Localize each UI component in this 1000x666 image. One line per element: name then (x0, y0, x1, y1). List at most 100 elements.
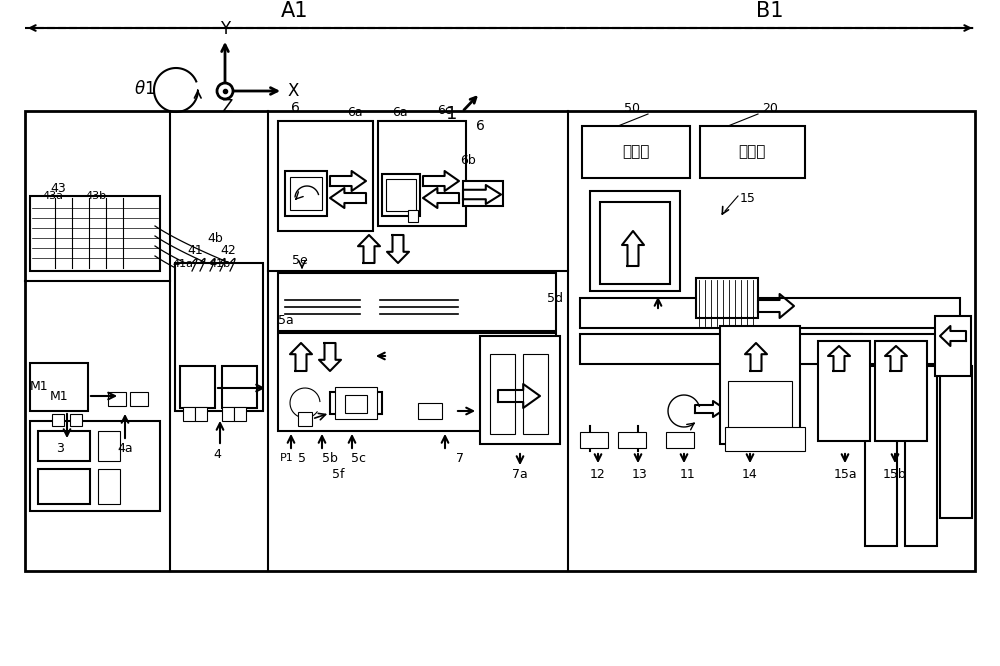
Text: 6: 6 (291, 101, 299, 115)
Text: 41: 41 (187, 244, 203, 258)
Bar (130, 392, 148, 406)
Bar (30, 196, 160, 271)
Bar (70, 414, 82, 426)
Bar (183, 407, 195, 421)
Text: 3: 3 (56, 442, 64, 454)
Bar (700, 126, 805, 178)
Bar (290, 177, 322, 210)
Bar (98, 469, 120, 504)
Text: Y: Y (220, 20, 230, 38)
Text: 12: 12 (590, 468, 606, 480)
Text: A1: A1 (281, 1, 309, 21)
Bar (278, 273, 556, 331)
Bar (590, 191, 680, 291)
Bar (278, 121, 373, 231)
Bar (580, 298, 960, 328)
Bar (818, 341, 870, 441)
Text: 6c: 6c (438, 105, 452, 117)
Bar (382, 174, 420, 216)
Text: 41b: 41b (209, 259, 231, 269)
Bar (600, 202, 670, 284)
Text: 1: 1 (446, 105, 458, 123)
Text: M1: M1 (50, 390, 68, 402)
Text: 50: 50 (624, 101, 640, 115)
Text: B1: B1 (756, 1, 784, 21)
Bar (98, 431, 120, 461)
Bar (463, 181, 503, 206)
Text: 42: 42 (220, 244, 236, 258)
Bar (490, 354, 515, 434)
Text: 5d: 5d (547, 292, 563, 304)
Bar (725, 427, 805, 451)
Bar (728, 381, 792, 436)
Circle shape (217, 83, 233, 99)
Text: 5b: 5b (322, 452, 338, 464)
Bar (720, 326, 800, 444)
Text: 4: 4 (213, 448, 221, 460)
Text: 7: 7 (456, 452, 464, 464)
Text: 5f: 5f (332, 468, 344, 480)
Bar (875, 341, 927, 441)
Text: 6b: 6b (460, 155, 476, 168)
Text: 15a: 15a (833, 468, 857, 480)
Bar (940, 366, 972, 518)
Bar (580, 334, 960, 364)
Text: 5a: 5a (278, 314, 294, 328)
Text: 6: 6 (476, 119, 484, 133)
Bar (345, 395, 367, 413)
Bar (378, 121, 466, 226)
Bar (222, 366, 257, 408)
Bar (175, 263, 263, 411)
Bar (580, 432, 608, 448)
Bar (298, 412, 312, 426)
Bar (180, 366, 215, 408)
Bar (234, 407, 246, 421)
Text: 20: 20 (762, 101, 778, 115)
Text: 5: 5 (298, 452, 306, 464)
Text: 4b: 4b (207, 232, 223, 244)
Bar (582, 126, 690, 178)
Bar (386, 179, 416, 211)
Bar (38, 469, 90, 504)
Bar (30, 421, 160, 511)
Text: 11: 11 (680, 468, 696, 480)
Text: X: X (287, 82, 299, 100)
Bar (335, 387, 377, 419)
Text: 5c: 5c (351, 452, 366, 464)
Bar (696, 278, 758, 318)
Bar (905, 366, 937, 546)
Text: 15b: 15b (883, 468, 907, 480)
Bar (523, 354, 548, 434)
Text: 计算机: 计算机 (622, 145, 650, 159)
Bar (480, 336, 560, 444)
Bar (666, 432, 694, 448)
Bar (38, 431, 90, 461)
Bar (52, 414, 64, 426)
Bar (330, 392, 382, 414)
Text: 5e: 5e (292, 254, 308, 268)
Text: P1: P1 (280, 453, 294, 463)
Text: M1: M1 (30, 380, 49, 392)
Text: 14: 14 (742, 468, 758, 480)
Text: 7a: 7a (512, 468, 528, 480)
Text: 43a: 43a (42, 191, 63, 201)
Bar (418, 403, 442, 419)
Bar (108, 392, 126, 406)
Bar (408, 210, 418, 222)
Bar (30, 363, 88, 411)
Bar (865, 366, 897, 546)
Text: 6a: 6a (392, 107, 408, 119)
Text: 监视器: 监视器 (738, 145, 766, 159)
Bar (285, 171, 327, 216)
Text: 4a: 4a (117, 442, 133, 454)
Bar (222, 407, 234, 421)
Bar (195, 407, 207, 421)
Bar (278, 333, 556, 431)
Text: 13: 13 (632, 468, 648, 480)
Text: 43: 43 (50, 182, 66, 194)
Text: 41a: 41a (173, 259, 194, 269)
Text: 43b: 43b (85, 191, 106, 201)
Text: 15: 15 (740, 192, 756, 204)
Text: 6a: 6a (347, 107, 363, 119)
Bar (25, 111, 975, 571)
